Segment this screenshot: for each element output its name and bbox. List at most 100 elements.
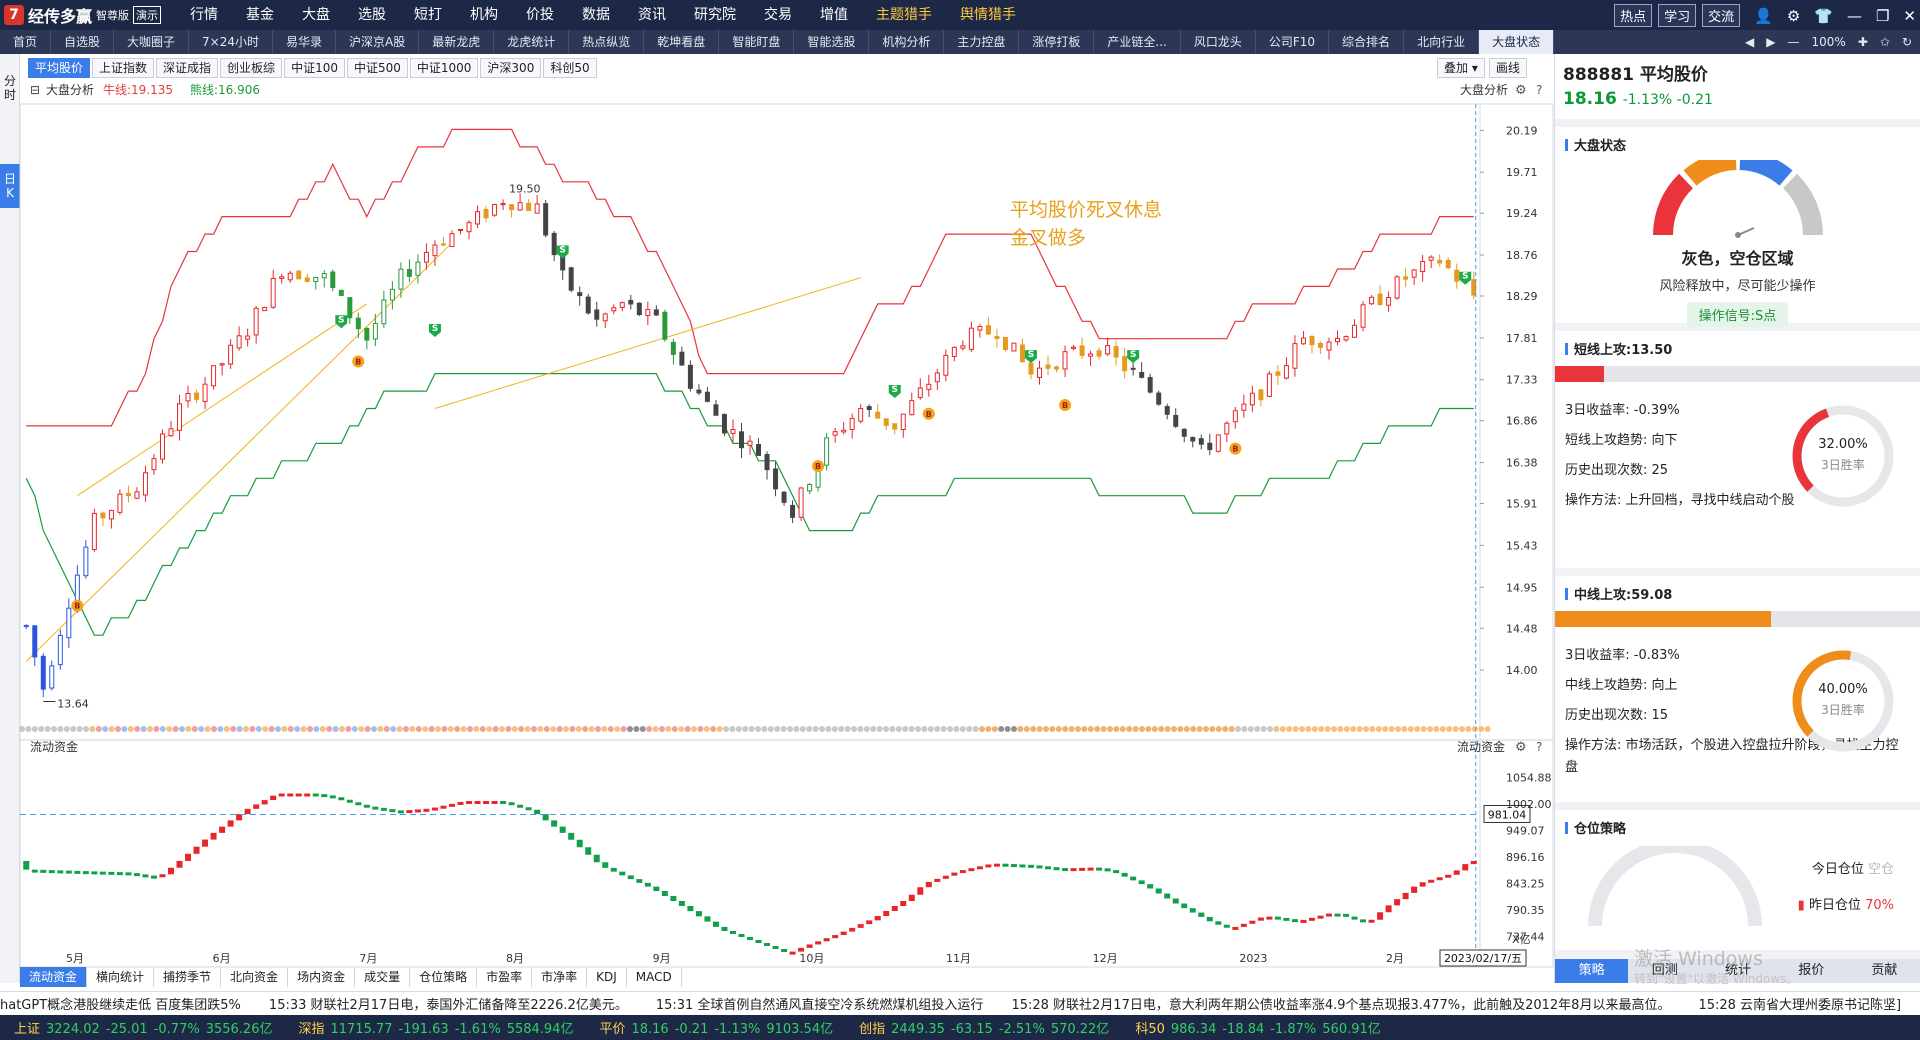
buy-signal-icon[interactable]: B: [1229, 442, 1242, 455]
ticker-item[interactable]: 深指 11715.77 -191.63 -1.61% 5584.94亿: [284, 1018, 585, 1037]
nav-item-10[interactable]: 智能盯盘: [719, 30, 795, 54]
trend-line[interactable]: [434, 277, 861, 409]
menu-item-11[interactable]: 增值: [820, 7, 848, 23]
indicator-tab-8[interactable]: 市净率: [532, 967, 588, 987]
index-tab-8[interactable]: 科创50: [543, 58, 597, 78]
ticker-item[interactable]: 科50 986.34 -18.84 -1.87% 560.91亿: [1121, 1018, 1392, 1037]
sub-chart-help-icon[interactable]: ?: [1536, 740, 1542, 754]
menu-item-7[interactable]: 数据: [582, 7, 610, 23]
ticker-item[interactable]: 上证 3224.02 -25.01 -0.77% 3556.26亿: [0, 1018, 284, 1037]
menu-item-1[interactable]: 基金: [246, 7, 274, 23]
nav-item-19[interactable]: 北向行业: [1404, 30, 1480, 54]
nav-item-4[interactable]: 易华录: [273, 30, 337, 54]
nav-item-8[interactable]: 热点纵览: [569, 30, 645, 54]
nav-item-1[interactable]: 自选股: [51, 30, 115, 54]
menu-item-8[interactable]: 资讯: [638, 7, 666, 23]
panel-tab-3[interactable]: 报价: [1798, 963, 1825, 978]
minimize-icon[interactable]: —: [1846, 6, 1862, 25]
zoom-in-icon[interactable]: ✚: [1857, 35, 1868, 49]
news-item[interactable]: hatGPT概念港股继续走低 百度集团跌5%: [0, 998, 241, 1013]
indicator-tab-0[interactable]: 流动资金: [20, 967, 88, 987]
panel-tab-2[interactable]: 统计: [1725, 963, 1752, 978]
hot-button[interactable]: 热点: [1614, 4, 1653, 27]
menu-item-6[interactable]: 价投: [526, 7, 554, 23]
sell-signal-icon[interactable]: S: [888, 385, 901, 399]
indicator-tab-9[interactable]: KDJ: [587, 967, 627, 987]
nav-item-13[interactable]: 主力控盘: [944, 30, 1020, 54]
menu-item-0[interactable]: 行情: [190, 7, 218, 23]
index-tab-3[interactable]: 创业板综: [220, 58, 283, 78]
ticker-item[interactable]: 平价 18.16 -0.21 -1.13% 9103.54亿: [585, 1018, 845, 1037]
user-icon[interactable]: 👤: [1754, 6, 1773, 25]
pin-icon[interactable]: ✩: [1879, 35, 1890, 49]
nav-item-12[interactable]: 机构分析: [869, 30, 945, 54]
trend-line[interactable]: [25, 242, 453, 662]
exchange-button[interactable]: 交流: [1702, 4, 1741, 27]
nav-prev-icon[interactable]: ◀: [1745, 35, 1755, 49]
ticker-item[interactable]: 创指 2449.35 -63.15 -2.51% 570.22亿: [845, 1018, 1121, 1037]
news-scroller[interactable]: hatGPT概念港股继续走低 百度集团跌5% 15:33 财联社2月17日电，泰国…: [0, 991, 1920, 1015]
trend-line[interactable]: [77, 303, 368, 497]
index-tab-7[interactable]: 沪深300: [480, 58, 542, 78]
settings-icon[interactable]: ⚙: [1786, 6, 1801, 25]
index-tab-5[interactable]: 中证500: [346, 58, 408, 78]
indicator-tab-2[interactable]: 捕捞季节: [154, 967, 222, 987]
index-tab-1[interactable]: 上证指数: [92, 58, 155, 78]
nav-item-3[interactable]: 7×24小时: [189, 30, 274, 54]
buy-signal-icon[interactable]: B: [71, 599, 84, 612]
sell-signal-icon[interactable]: S: [1024, 350, 1037, 364]
index-tab-2[interactable]: 深证成指: [156, 58, 219, 78]
nav-item-16[interactable]: 风口龙头: [1181, 30, 1256, 54]
nav-item-18[interactable]: 综合排名: [1329, 30, 1405, 54]
nav-item-0[interactable]: 首页: [0, 30, 52, 54]
chart-toggle-icon[interactable]: ⊟: [30, 83, 40, 97]
menu-item-10[interactable]: 交易: [764, 7, 792, 23]
nav-item-20[interactable]: 大盘状态: [1479, 30, 1555, 54]
menu-item-12[interactable]: 主题猎手: [876, 7, 932, 23]
restore-icon[interactable]: ❐: [1875, 6, 1890, 25]
nav-item-14[interactable]: 涨停打板: [1019, 30, 1095, 54]
buy-signal-icon[interactable]: B: [922, 407, 935, 420]
menu-item-4[interactable]: 短打: [414, 7, 442, 23]
nav-item-6[interactable]: 最新龙虎: [419, 30, 495, 54]
nav-item-17[interactable]: 公司F10: [1256, 30, 1330, 54]
indicator-tab-5[interactable]: 成交量: [355, 967, 411, 987]
zoom-out-icon[interactable]: —: [1787, 35, 1800, 49]
nav-item-5[interactable]: 沪深京A股: [336, 30, 420, 54]
news-item[interactable]: 15:28 云南省大理州委原书记陈坚]: [1698, 998, 1902, 1013]
buy-signal-icon[interactable]: B: [1059, 399, 1072, 412]
panel-tab-1[interactable]: 回测: [1651, 963, 1678, 978]
indicator-tab-1[interactable]: 横向统计: [87, 967, 155, 987]
skin-icon[interactable]: 👕: [1814, 6, 1833, 25]
nav-item-11[interactable]: 智能选股: [794, 30, 870, 54]
panel-tab-0[interactable]: 策略: [1555, 959, 1629, 983]
sell-signal-icon[interactable]: S: [556, 245, 569, 259]
news-item[interactable]: 15:28 财联社2月17日电，意大利两年期公债收益率涨4.9个基点现报3.47…: [1011, 998, 1671, 1013]
menu-item-9[interactable]: 研究院: [694, 7, 736, 23]
index-tab-0[interactable]: 平均股价: [28, 58, 91, 78]
buy-signal-icon[interactable]: B: [812, 460, 825, 473]
nav-next-icon[interactable]: ▶: [1766, 35, 1776, 49]
close-icon[interactable]: ✕: [1903, 6, 1916, 25]
tab-daily-k[interactable]: 日 K: [0, 164, 20, 208]
main-chart-settings-icon[interactable]: ⚙: [1515, 83, 1527, 98]
buy-signal-icon[interactable]: B: [352, 355, 365, 368]
index-tab-4[interactable]: 中证100: [284, 58, 345, 78]
indicator-tab-3[interactable]: 北向资金: [221, 967, 289, 987]
indicator-tab-4[interactable]: 场内资金: [288, 967, 356, 987]
indicator-tab-6[interactable]: 仓位策略: [410, 967, 478, 987]
indicator-tab-7[interactable]: 市盈率: [477, 967, 533, 987]
sell-signal-icon[interactable]: S: [1459, 271, 1472, 285]
menu-item-3[interactable]: 选股: [358, 7, 386, 23]
news-item[interactable]: 15:31 全球首例自然通风直接空冷系统燃煤机组投入运行: [655, 998, 984, 1013]
overlay-button[interactable]: 叠加 ▾: [1437, 58, 1485, 78]
menu-item-5[interactable]: 机构: [470, 7, 498, 23]
menu-item-2[interactable]: 大盘: [302, 7, 330, 23]
learn-button[interactable]: 学习: [1658, 4, 1697, 27]
nav-item-7[interactable]: 龙虎统计: [494, 30, 570, 54]
nav-item-15[interactable]: 产业链全...: [1094, 30, 1181, 54]
tab-intraday[interactable]: 分 时: [2, 74, 18, 102]
sell-signal-icon[interactable]: S: [1127, 350, 1140, 364]
main-chart-help-icon[interactable]: ?: [1536, 83, 1542, 97]
indicator-tab-10[interactable]: MACD: [627, 967, 682, 987]
